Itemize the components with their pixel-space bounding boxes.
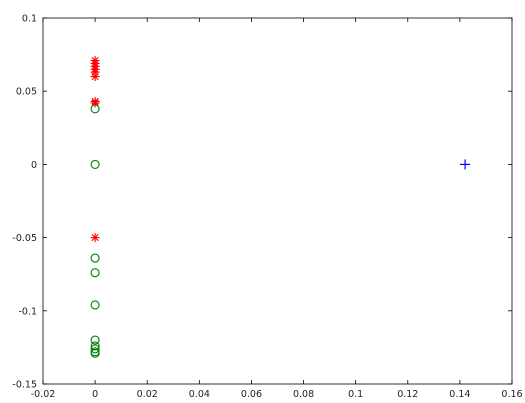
x-tick-label: 0.04 [189,389,210,400]
y-tick-label: -0.1 [18,306,37,317]
x-tick-label: 0.02 [137,389,158,400]
y-tick-label: 0.05 [16,87,37,98]
x-tick-label: 0.06 [241,389,262,400]
data-markers [90,55,471,358]
x-tick-label: 0.16 [501,389,522,400]
x-axis-ticks: -0.02 0 0.02 0.04 0.06 0.08 0.1 0.12 0.14 0.16 [31,18,523,400]
x-tick-label: 0 [92,389,98,400]
y-axis-ticks: 0.1 0.05 0 -0.05 -0.1 -0.15 [12,14,512,391]
circle-marker [90,268,100,278]
y-tick-label: -0.15 [12,380,37,391]
plus-marker [460,159,471,170]
plot-area-frame [42,17,513,385]
circle-marker [90,253,100,263]
circle-marker [90,300,100,310]
y-tick-label: 0 [31,160,37,171]
x-tick-label: 0.12 [397,389,418,400]
x-tick-label: 0.08 [293,389,314,400]
y-tick-label: -0.05 [12,233,37,244]
circle-marker [90,348,100,358]
star-marker [90,233,100,243]
circle-marker [90,159,100,169]
star-marker [90,72,100,82]
circle-marker [90,341,100,351]
x-tick-label: 0.14 [449,389,470,400]
circle-marker [90,104,100,114]
x-tick-label: 0.1 [348,389,363,400]
y-tick-label: 0.1 [22,14,37,25]
x-tick-label: -0.02 [31,389,56,400]
circle-marker [90,335,100,345]
circle-marker [90,344,100,354]
